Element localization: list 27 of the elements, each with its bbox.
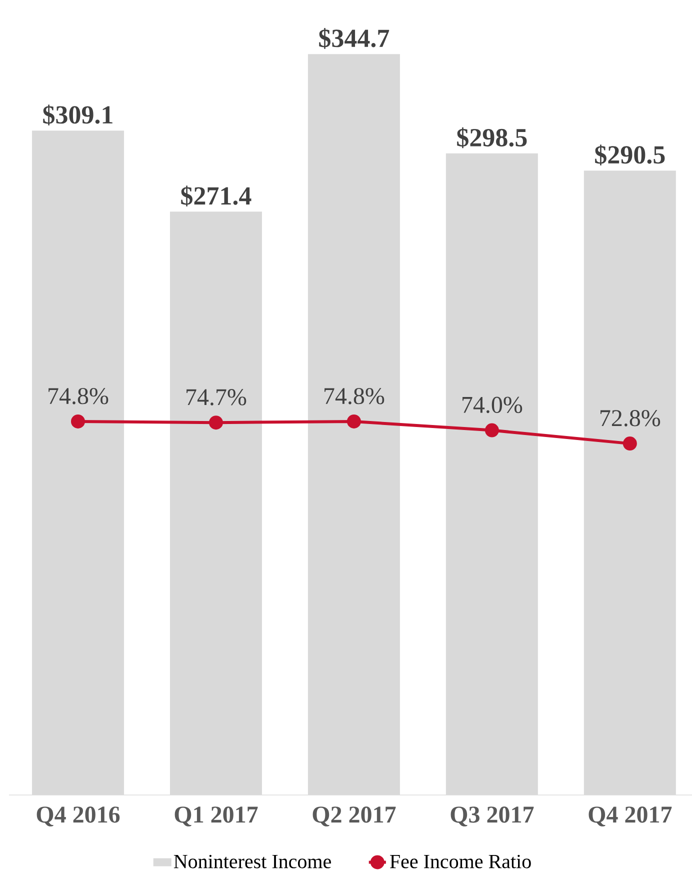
data-label: $309.1 <box>43 104 112 126</box>
data-label: $290.5 <box>595 144 665 166</box>
point <box>70 414 85 428</box>
bar <box>584 170 676 795</box>
data-label: 74.8% <box>324 388 384 404</box>
bar <box>308 54 400 795</box>
point <box>346 414 361 428</box>
point <box>208 416 223 430</box>
bar <box>170 212 262 795</box>
data-label: 74.0% <box>462 396 522 414</box>
data-label: $298.5 <box>457 127 527 148</box>
data-label: $271.4 <box>181 186 252 206</box>
point <box>484 423 499 438</box>
x-tick-label: Q1 2017 <box>174 806 258 826</box>
x-tick-label: Q4 2017 <box>588 806 672 826</box>
data-label: 74.8% <box>48 388 108 404</box>
x-tick-label: Q3 2017 <box>450 806 534 826</box>
data-label: $344.7 <box>319 28 389 49</box>
x-tick-label: Q2 2017 <box>312 806 396 826</box>
data-label: 74.7% <box>186 389 246 406</box>
legend-label: Fee Income Ratio <box>390 854 531 868</box>
x-tick-label: Q4 2016 <box>36 806 120 826</box>
legend-label: Noninterest Income <box>174 854 331 868</box>
data-label: 72.8% <box>600 410 660 426</box>
bar <box>446 153 538 795</box>
bar <box>32 130 124 795</box>
point <box>622 436 637 451</box>
